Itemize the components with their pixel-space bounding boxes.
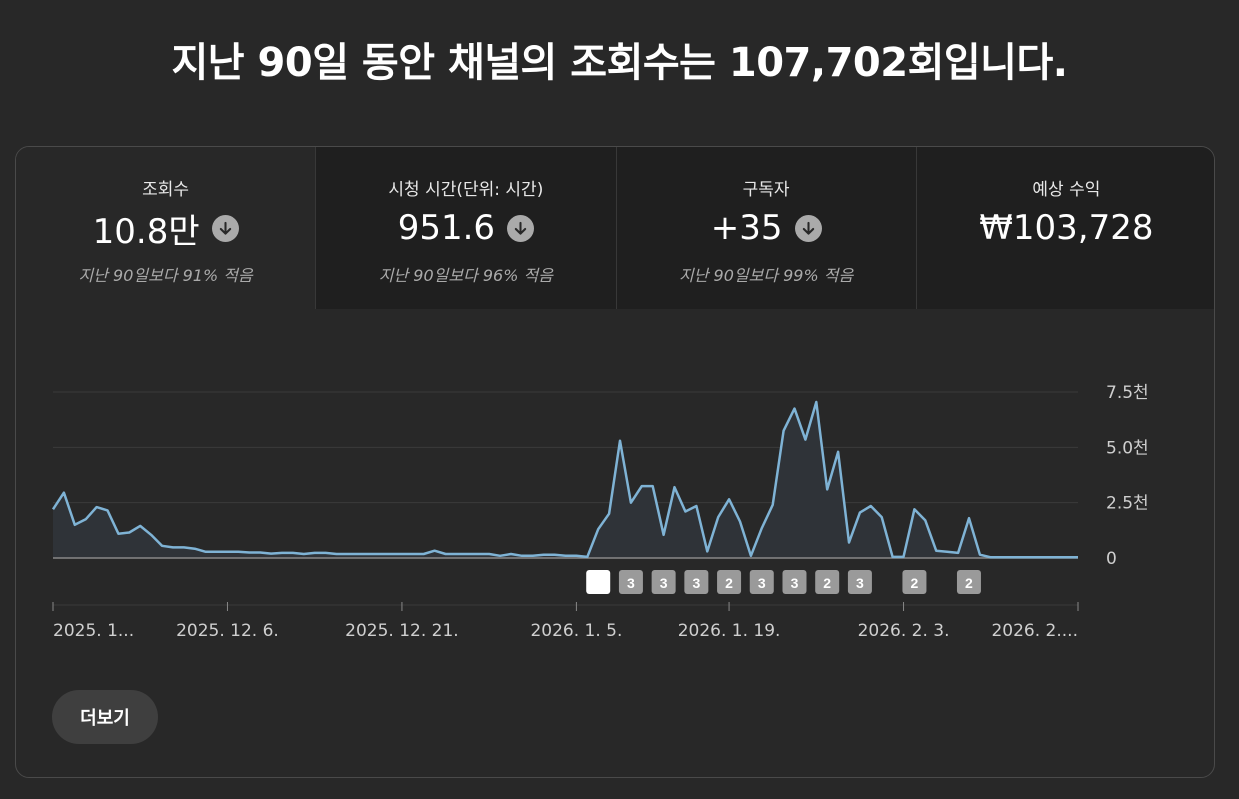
- video-marker: [956, 570, 981, 594]
- tab-value: 951.6: [397, 208, 496, 248]
- video-marker: [847, 570, 872, 594]
- x-tick-label: 2026. 1. 19.: [678, 621, 781, 641]
- tab-compare-text: 지난 90일보다 99% 적음: [679, 266, 854, 285]
- more-button[interactable]: 더보기: [52, 690, 158, 744]
- page-headline: 지난 90일 동안 채널의 조회수는 107,702회입니다.: [171, 40, 1068, 86]
- tab-views[interactable]: 조회수 10.8만 지난 90일보다 91% 적음: [16, 147, 317, 309]
- x-tick-label: 2025. 12. 21.: [345, 621, 459, 641]
- x-tick-label: 2025. 12. 6.: [176, 621, 279, 641]
- video-marker: [651, 570, 676, 594]
- video-marker-label: 2: [725, 575, 733, 591]
- video-marker-label: 2: [911, 575, 919, 591]
- x-tick-label: 2026. 1. 5.: [530, 621, 622, 641]
- tab-revenue[interactable]: 예상 수익 ₩103,728: [916, 147, 1214, 309]
- video-marker: [815, 570, 840, 594]
- tab-watch-time[interactable]: 시청 시간(단위: 시간) 951.6 지난 90일보다 96% 적음: [316, 147, 617, 309]
- tab-label: 예상 수익: [1032, 180, 1101, 200]
- analytics-card: 조회수 10.8만 지난 90일보다 91% 적음 시청 시간(단위: 시간) …: [15, 146, 1215, 778]
- x-tick-label: 2026. 2....: [991, 621, 1078, 641]
- area-fill: [53, 402, 1078, 558]
- video-marker: [684, 570, 709, 594]
- video-marker-label: 3: [660, 575, 668, 591]
- tab-subscribers[interactable]: 구독자 +35 지난 90일보다 99% 적음: [616, 147, 917, 309]
- series-line: [51, 400, 1078, 559]
- metric-tabs: 조회수 10.8만 지난 90일보다 91% 적음 시청 시간(단위: 시간) …: [16, 147, 1214, 309]
- x-tick-label: 2026. 2. 3.: [858, 621, 950, 641]
- tab-label: 조회수: [142, 180, 190, 200]
- tab-label: 시청 시간(단위: 시간): [388, 180, 544, 200]
- tab-compare-text: 지난 90일보다 96% 적음: [378, 266, 553, 285]
- arrow-down-circle-icon: [794, 214, 822, 242]
- y-tick-label: 7.5천: [1106, 383, 1149, 403]
- video-marker-label: 3: [856, 575, 864, 591]
- y-tick-label: 5.0천: [1106, 438, 1149, 458]
- video-marker-label: 3: [758, 575, 766, 591]
- video-marker-label: 2: [823, 575, 831, 591]
- video-marker-label: 2: [965, 575, 973, 591]
- arrow-down-circle-icon: [211, 214, 239, 242]
- video-marker-label: 3: [627, 575, 635, 591]
- video-marker: [902, 570, 927, 594]
- video-marker: [717, 570, 742, 594]
- chart-svg: 0 2.5천 5.0천 7.5천 3 3 3 2 3 3 2 3 2 2 2025. 1... 2025. 1…: [51, 383, 1149, 641]
- video-marker-label: 3: [692, 575, 700, 591]
- tab-value: 10.8만: [92, 211, 200, 252]
- x-tick-label: 2025. 1...: [53, 621, 134, 641]
- views-chart: 0 2.5천 5.0천 7.5천 3 3 3 2 3 3 2 3 2 2 2025. 1... 2025. 1…: [16, 309, 1214, 659]
- y-tick-label: 2.5천: [1106, 494, 1149, 514]
- tab-value: +35: [710, 208, 783, 248]
- tab-value: ₩103,728: [979, 208, 1154, 248]
- video-marker: [782, 570, 807, 594]
- video-marker: [749, 570, 774, 594]
- tab-label: 구독자: [742, 180, 790, 200]
- video-marker-label: 3: [791, 575, 799, 591]
- y-tick-label: 0: [1106, 549, 1117, 569]
- arrow-down-circle-icon: [507, 214, 535, 242]
- tab-compare-text: 지난 90일보다 91% 적음: [78, 266, 253, 285]
- video-marker: [618, 570, 643, 594]
- marker-active: [586, 570, 611, 594]
